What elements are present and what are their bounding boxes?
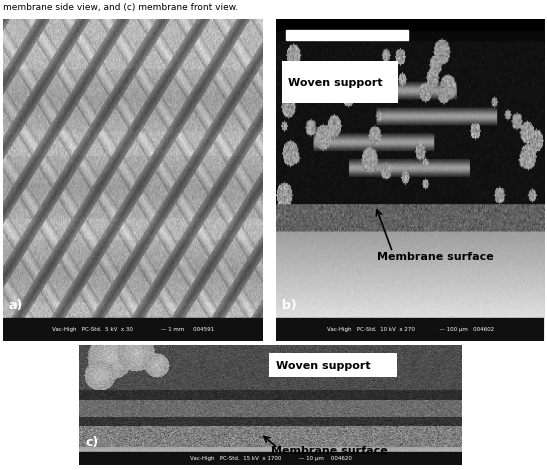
Text: Woven support: Woven support xyxy=(276,361,370,371)
Bar xyxy=(276,318,544,341)
Text: Vac-High   PC-Std.  5 kV  x 30                — 1 mm     004591: Vac-High PC-Std. 5 kV x 30 — 1 mm 004591 xyxy=(51,327,214,332)
Text: membrane side view, and (c) membrane front view.: membrane side view, and (c) membrane fro… xyxy=(3,3,238,12)
Bar xyxy=(79,452,462,465)
FancyBboxPatch shape xyxy=(282,61,398,102)
Text: Vac-High   PC-Std.  15 kV  x 1700          — 10 μm    004620: Vac-High PC-Std. 15 kV x 1700 — 10 μm 00… xyxy=(190,456,352,462)
Bar xyxy=(276,19,544,30)
Text: Membrane surface: Membrane surface xyxy=(271,446,387,456)
Bar xyxy=(286,30,408,40)
Text: a): a) xyxy=(9,299,23,312)
Text: b): b) xyxy=(282,299,297,312)
Text: c): c) xyxy=(85,436,99,449)
Bar xyxy=(3,318,263,341)
Text: Membrane surface: Membrane surface xyxy=(377,252,494,262)
FancyBboxPatch shape xyxy=(269,353,397,377)
Text: Vac-High   PC-Std.  10 kV  x 270              — 100 μm   004602: Vac-High PC-Std. 10 kV x 270 — 100 μm 00… xyxy=(327,327,494,332)
Text: Woven support: Woven support xyxy=(288,78,383,88)
